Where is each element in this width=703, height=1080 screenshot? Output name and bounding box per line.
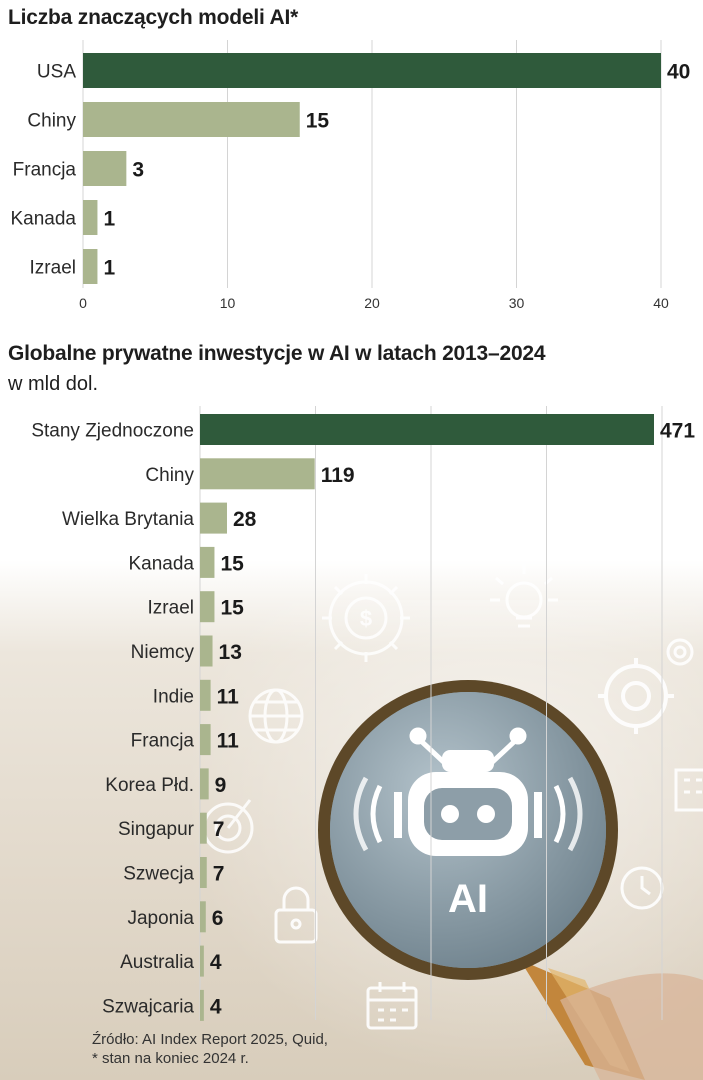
chart1-category-label: Izrael <box>30 258 76 279</box>
chart1-value-label: 1 <box>103 208 115 231</box>
chart2-bar <box>200 679 211 711</box>
chart1-bar <box>83 53 661 88</box>
source-footnote: * stan na koniec 2024 r. <box>92 1050 249 1067</box>
chart2-value-label: 15 <box>220 552 244 575</box>
chart2-title: Globalne prywatne inwestycje w AI w lata… <box>8 342 546 365</box>
chart2-bar <box>200 812 207 844</box>
chart2-category-label: Niemcy <box>131 642 195 663</box>
chart2-category-label: Szwajcaria <box>102 996 194 1017</box>
chart2-bar <box>200 989 204 1021</box>
chart2-bar <box>200 724 211 756</box>
building-icon <box>674 768 703 812</box>
chart2-value-label: 6 <box>212 907 224 930</box>
chart2-bar <box>200 591 215 623</box>
chart1-bar <box>83 151 127 186</box>
chart1-bar <box>83 249 98 284</box>
chart1-category-label: Chiny <box>27 111 76 132</box>
chart2-category-label: Australia <box>120 952 194 973</box>
chart2-subtitle: w mld dol. <box>8 373 99 395</box>
chart1-bar <box>83 200 98 235</box>
small-gear-icon <box>666 638 694 666</box>
chart1-tick-label: 10 <box>220 295 236 311</box>
chart1-tick-label: 40 <box>653 295 669 311</box>
chart1-value-label: 40 <box>667 61 690 84</box>
decorative-illustration: $ <box>202 564 703 1080</box>
chart2-category-label: Wielka Brytania <box>62 509 194 530</box>
chart2-value-label: 11 <box>217 685 240 708</box>
chart2-value-label: 28 <box>233 508 257 531</box>
chart1-tick-label: 0 <box>79 295 87 311</box>
chart2-category-label: Francja <box>131 731 195 752</box>
ai-badge-text: AI <box>448 877 488 921</box>
chart2-category-label: Szwecja <box>123 864 194 885</box>
chart2-bar <box>200 502 227 534</box>
chart2-category-label: Korea Płd. <box>105 775 194 796</box>
chart1-bar <box>83 102 300 137</box>
source-line: Źródło: AI Index Report 2025, Quid, <box>92 1031 328 1048</box>
chart1-models: 0 10 20 30 40 USA 40 Chiny 15 Francja 3 Kanada 1 Izra… <box>10 40 690 311</box>
chart2-value-label: 7 <box>213 863 225 886</box>
chart2-value-label: 4 <box>210 951 222 974</box>
chart2-bar <box>200 945 204 977</box>
chart1-category-label: USA <box>37 62 76 83</box>
chart1-tick-label: 30 <box>509 295 525 311</box>
chart2-category-label: Chiny <box>145 465 194 486</box>
calendar-icon <box>366 982 418 1030</box>
chart2-value-label: 13 <box>219 641 242 664</box>
chart2-bar <box>200 901 206 933</box>
chart2-value-label: 4 <box>210 995 222 1018</box>
chart1-title: Liczba znaczących modeli AI* <box>8 6 299 29</box>
source-note: Źródło: AI Index Report 2025, Quid, * st… <box>92 1030 328 1068</box>
chart2-value-label: 119 <box>321 464 355 487</box>
lightbulb-icon <box>490 564 558 628</box>
chart2-value-label: 7 <box>213 818 225 841</box>
chart2-bar <box>200 768 209 800</box>
chart2-value-label: 15 <box>220 597 244 620</box>
svg-text:$: $ <box>360 606 372 631</box>
chart2-bar <box>200 635 213 667</box>
robot-icon <box>353 727 583 856</box>
chart2-category-label: Japonia <box>127 908 194 929</box>
chart1-value-label: 15 <box>306 110 330 133</box>
chart1-tick-label: 20 <box>364 295 380 311</box>
chart2-category-label: Izrael <box>148 598 194 619</box>
chart2-bar <box>200 857 207 888</box>
chart2-value-label: 471 <box>660 420 695 443</box>
chart1-value-label: 1 <box>103 257 115 280</box>
chart1-value-label: 3 <box>132 159 144 182</box>
gear-dollar-icon: $ <box>322 574 410 662</box>
chart1-category-label: Francja <box>13 160 77 181</box>
chart2-category-label: Stany Zjednoczone <box>31 421 194 442</box>
magnifier-handle-icon <box>520 960 703 1080</box>
chart2-bar <box>200 458 315 490</box>
chart1-category-label: Kanada <box>10 209 76 230</box>
chart2-bar <box>200 546 215 578</box>
chart2-category-label: Indie <box>153 686 194 707</box>
chart2-bar <box>200 414 654 445</box>
chart2-value-label: 11 <box>217 730 240 753</box>
chart2-category-label: Kanada <box>128 553 194 574</box>
chart2-category-label: Singapur <box>118 819 195 840</box>
chart2-value-label: 9 <box>215 774 227 797</box>
globe-icon <box>248 688 304 744</box>
big-gear-icon <box>598 658 674 734</box>
